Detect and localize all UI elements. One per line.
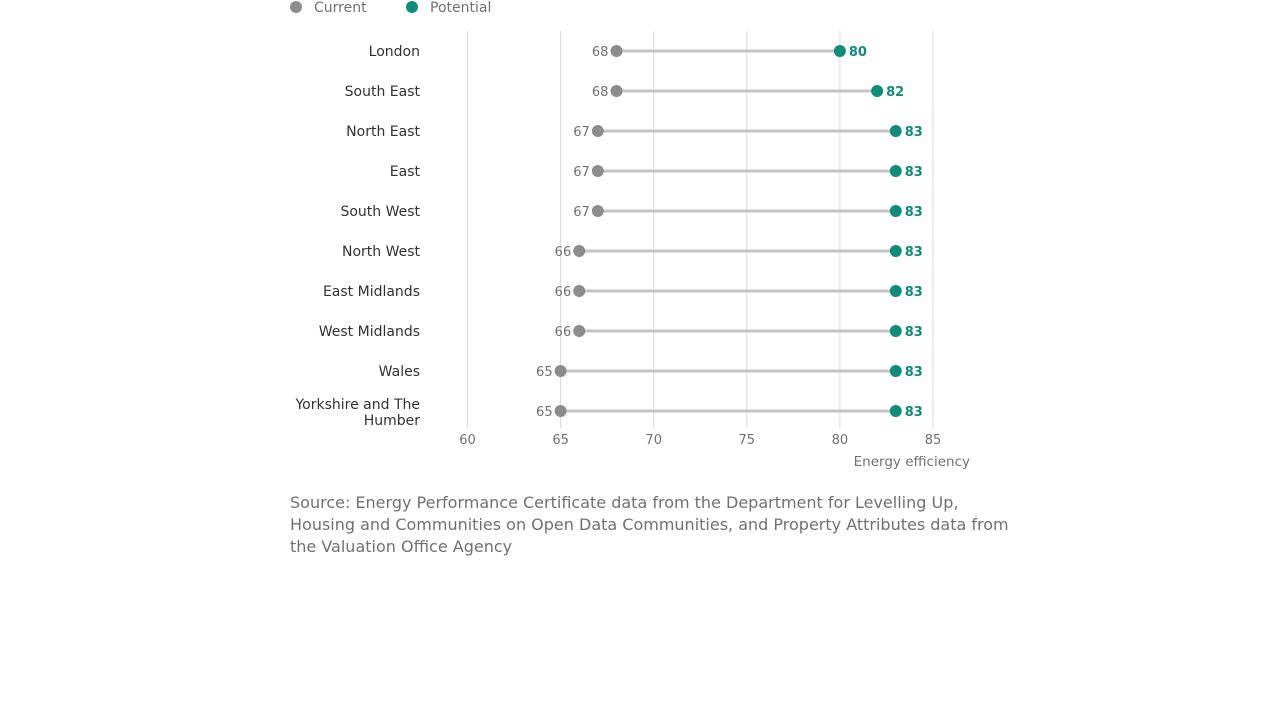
potential-value-label: 83: [905, 365, 923, 380]
category-label: Yorkshire and The Humber: [294, 397, 420, 429]
category-label: North West: [342, 244, 421, 260]
current-point: [610, 45, 623, 57]
potential-point: [889, 125, 902, 137]
x-tick-label: 65: [552, 433, 569, 448]
current-value-label: 68: [592, 45, 609, 60]
current-value-label: 65: [536, 365, 553, 380]
category-label: South East: [345, 84, 421, 100]
potential-point: [889, 325, 902, 337]
potential-value-label: 80: [849, 45, 867, 60]
potential-value-label: 83: [905, 245, 923, 260]
chart-marks: 68 80 68 82 67 83 67 83 67 83 66 83 66 83 66 83 65 83 65 83: [536, 45, 923, 420]
current-point: [573, 285, 586, 297]
current-point: [591, 125, 604, 137]
current-value-label: 66: [555, 325, 572, 340]
category-label: East: [390, 164, 421, 180]
current-value-label: 67: [573, 205, 590, 220]
legend-label-potential: Potential: [430, 0, 491, 16]
legend-marker-potential: [406, 1, 418, 13]
x-tick-label: 80: [832, 433, 849, 448]
potential-point: [889, 245, 902, 257]
potential-point: [833, 45, 846, 57]
legend-marker-current: [290, 1, 302, 13]
potential-value-label: 83: [905, 405, 923, 420]
legend-label-current: Current: [314, 0, 367, 16]
current-value-label: 67: [573, 165, 590, 180]
gridlines: [467, 31, 934, 428]
current-value-label: 68: [592, 85, 609, 100]
current-value-label: 66: [555, 245, 572, 260]
potential-value-label: 83: [905, 285, 923, 300]
potential-value-label: 83: [905, 165, 923, 180]
potential-value-label: 83: [905, 125, 923, 140]
category-label: West Midlands: [319, 324, 420, 340]
category-labels: London South East North East East South West…: [294, 44, 420, 429]
potential-value-label: 83: [905, 205, 923, 220]
potential-value-label: 82: [886, 85, 904, 100]
legend: Current Potential: [290, 0, 491, 16]
category-label: East Midlands: [323, 284, 420, 300]
x-tick-label: 75: [739, 433, 756, 448]
current-point: [573, 325, 586, 337]
current-point: [573, 245, 586, 257]
x-axis-title: Energy efficiency: [854, 454, 970, 470]
x-tick-label: 70: [645, 433, 662, 448]
current-point: [591, 165, 604, 177]
category-label: London: [369, 44, 420, 60]
potential-value-label: 83: [905, 325, 923, 340]
category-label: North East: [346, 124, 420, 140]
source-note: Source: Energy Performance Certificate d…: [290, 493, 1009, 556]
current-value-label: 67: [573, 125, 590, 140]
x-tick-label: 85: [925, 433, 942, 448]
category-label: South West: [340, 204, 420, 220]
current-point: [610, 85, 623, 97]
potential-point: [889, 285, 902, 297]
x-tick-label: 60: [459, 433, 476, 448]
potential-point: [871, 85, 884, 97]
current-point: [591, 205, 604, 217]
category-label: Wales: [379, 364, 420, 380]
potential-point: [889, 165, 902, 177]
current-point: [554, 365, 567, 377]
x-axis-ticks: 60 65 70 75 80 85: [459, 433, 941, 448]
current-point: [554, 405, 567, 417]
potential-point: [889, 205, 902, 217]
dumbbell-chart: Current Potential 60 65 70 75 80 85 Energy eff…: [290, 0, 970, 470]
potential-point: [889, 365, 902, 377]
current-value-label: 65: [536, 405, 553, 420]
potential-point: [889, 405, 902, 417]
current-value-label: 66: [555, 285, 572, 300]
